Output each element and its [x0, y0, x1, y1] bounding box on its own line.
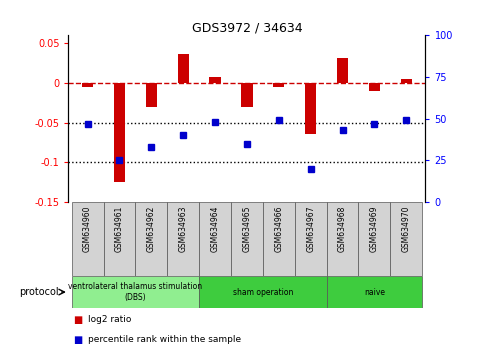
Bar: [114, 83, 125, 182]
Text: GSM634966: GSM634966: [274, 205, 283, 252]
Text: GSM634962: GSM634962: [146, 205, 156, 252]
Bar: [305, 83, 316, 135]
Bar: [326, 276, 421, 308]
Bar: [72, 276, 199, 308]
Bar: [72, 202, 103, 276]
Text: GSM634970: GSM634970: [401, 205, 410, 252]
Bar: [336, 58, 347, 83]
Text: GSM634963: GSM634963: [178, 205, 187, 252]
Text: GSM634969: GSM634969: [369, 205, 378, 252]
Bar: [199, 276, 326, 308]
Bar: [103, 202, 135, 276]
Text: ■: ■: [73, 335, 82, 344]
Text: GSM634968: GSM634968: [337, 205, 346, 252]
Text: protocol: protocol: [19, 287, 59, 297]
Bar: [241, 83, 252, 107]
Text: ■: ■: [73, 315, 82, 325]
Bar: [326, 202, 358, 276]
Text: log2 ratio: log2 ratio: [88, 315, 131, 324]
Text: GSM634961: GSM634961: [115, 205, 123, 252]
Text: GSM634960: GSM634960: [83, 205, 92, 252]
Bar: [209, 76, 220, 83]
Bar: [389, 202, 421, 276]
Bar: [294, 202, 326, 276]
Bar: [199, 202, 230, 276]
Bar: [167, 202, 199, 276]
Title: GDS3972 / 34634: GDS3972 / 34634: [191, 21, 302, 34]
Bar: [400, 79, 411, 83]
Bar: [368, 83, 379, 91]
Bar: [82, 83, 93, 87]
Text: ventrolateral thalamus stimulation
(DBS): ventrolateral thalamus stimulation (DBS): [68, 282, 202, 302]
Bar: [177, 53, 188, 83]
Bar: [135, 202, 167, 276]
Text: percentile rank within the sample: percentile rank within the sample: [88, 335, 241, 343]
Bar: [230, 202, 263, 276]
Text: GSM634967: GSM634967: [305, 205, 315, 252]
Bar: [145, 83, 157, 107]
Text: sham operation: sham operation: [232, 287, 292, 297]
Bar: [263, 202, 294, 276]
Bar: [273, 83, 284, 87]
Text: GSM634965: GSM634965: [242, 205, 251, 252]
Bar: [358, 202, 389, 276]
Text: GSM634964: GSM634964: [210, 205, 219, 252]
Text: naive: naive: [363, 287, 384, 297]
